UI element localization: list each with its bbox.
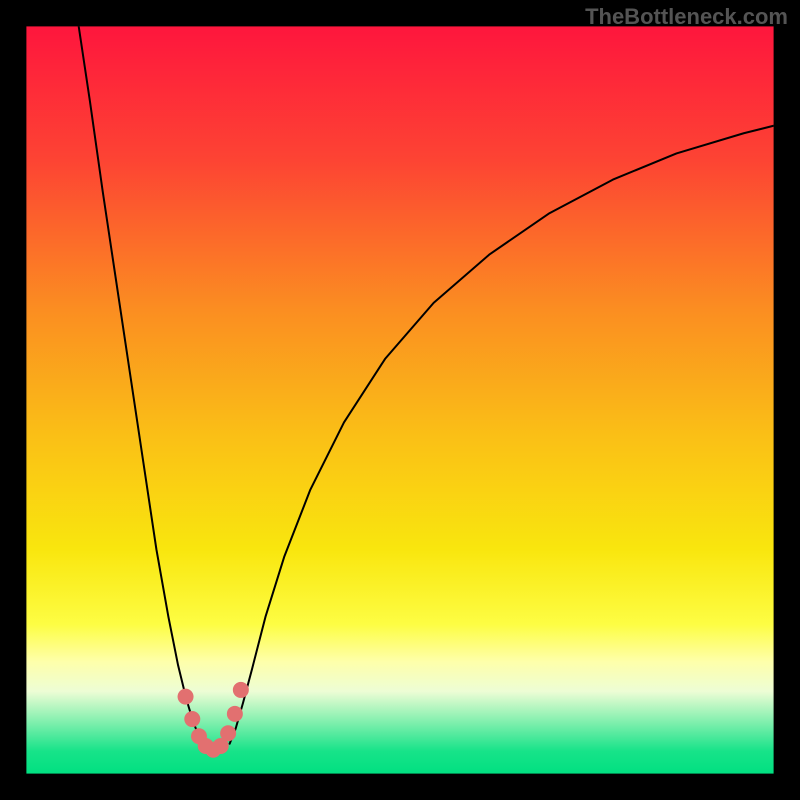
bottleneck-chart: TheBottleneck.com bbox=[0, 0, 800, 800]
dip-marker bbox=[178, 689, 194, 705]
chart-background-gradient bbox=[26, 26, 773, 773]
dip-marker bbox=[233, 682, 249, 698]
chart-svg bbox=[0, 0, 800, 800]
dip-marker bbox=[220, 725, 236, 741]
dip-marker bbox=[184, 711, 200, 727]
dip-marker bbox=[227, 706, 243, 722]
